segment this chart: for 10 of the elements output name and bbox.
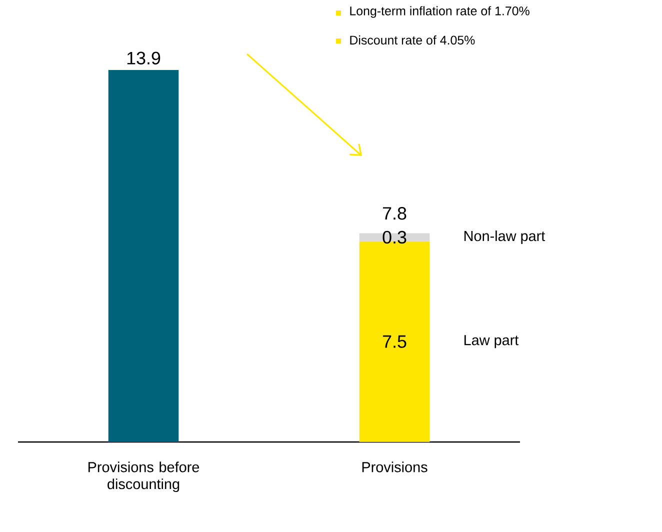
total-label: 7.8 <box>382 207 406 220</box>
text: Discount rate of 4.05% <box>350 35 475 45</box>
text: Long-term inflation rate of 1.70% <box>350 6 530 18</box>
data-label: 13.9 <box>127 52 160 64</box>
text: Law part <box>464 335 519 348</box>
data-label: 0.3 <box>382 230 406 244</box>
text: Non-law part <box>464 230 546 244</box>
data-label: 7.5 <box>382 335 406 348</box>
x-tick-label: Provisions <box>362 462 428 472</box>
x-tick-label: Provisions before discounting <box>88 462 200 492</box>
